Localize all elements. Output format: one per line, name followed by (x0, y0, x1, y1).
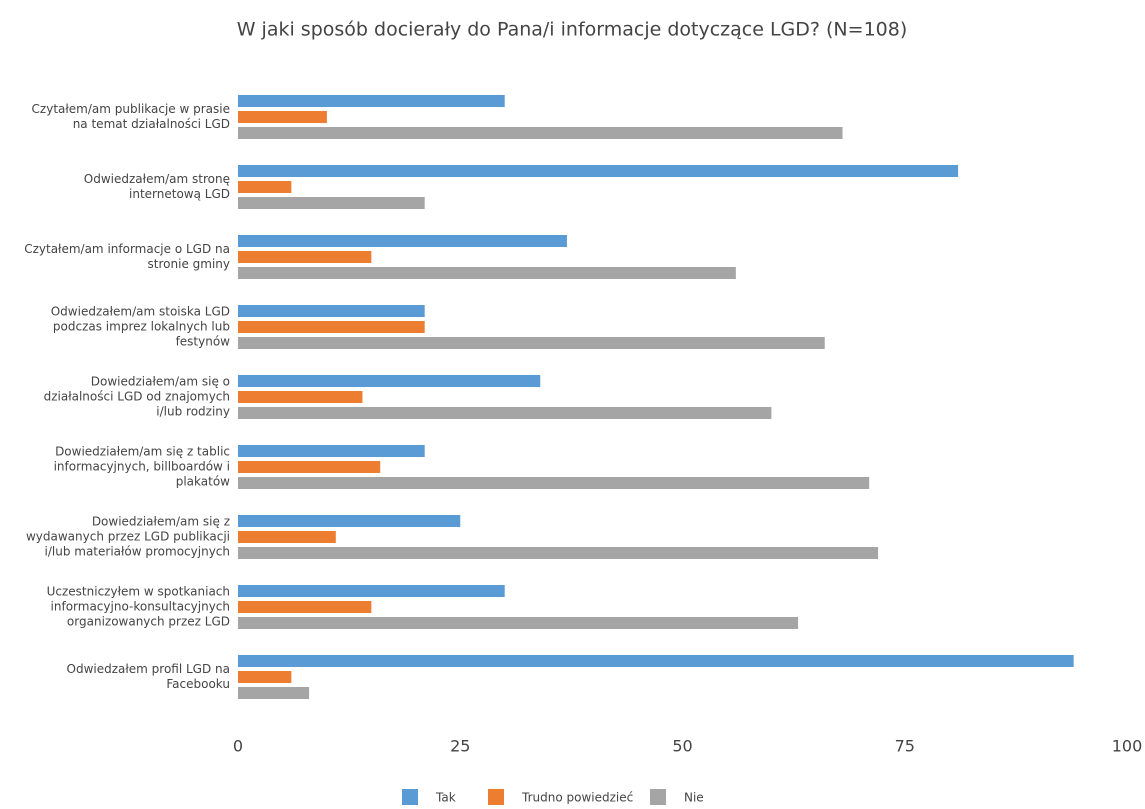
y-tick-label: Dowiedziałem/am się o (91, 375, 230, 389)
bar (238, 477, 870, 489)
y-tick-label: działalności LGD od znajomych (44, 390, 230, 404)
y-tick-label: organizowanych przez LGD (67, 615, 230, 629)
y-tick-label: i/lub rodziny (156, 405, 230, 419)
legend-label: Tak (435, 791, 456, 805)
bar (238, 127, 843, 139)
y-tick-label: Odwiedzałem/am stronę (84, 172, 230, 186)
bar (238, 445, 425, 457)
bar (238, 235, 567, 247)
bar (238, 391, 363, 403)
bar (238, 165, 959, 177)
bar (238, 687, 310, 699)
chart-title: W jaki sposób docierały do Pana/i inform… (237, 19, 908, 41)
y-tick-label: Czytałem/am publikacje w prasie (32, 102, 230, 116)
legend-label: Trudno powiedzieć (521, 791, 633, 805)
y-tick-label: internetową LGD (129, 187, 230, 201)
y-tick-label: Dowiedziałem/am się z (92, 515, 230, 529)
bar (238, 655, 1074, 667)
bar (238, 515, 461, 527)
y-tick-label: podczas imprez lokalnych lub (53, 320, 230, 334)
bar (238, 337, 825, 349)
y-tick-label: i/lub materiałów promocyjnych (45, 545, 230, 559)
x-tick-label: 0 (233, 737, 243, 756)
bar (238, 461, 381, 473)
bar (238, 601, 372, 613)
legend-swatch (402, 789, 418, 805)
y-tick-label: na temat działalności LGD (73, 117, 230, 131)
bar (238, 585, 505, 597)
y-tick-label: wydawanych przez LGD publikacji (26, 530, 230, 544)
legend-swatch (488, 789, 504, 805)
y-tick-label: informacyjnych, billboardów i (54, 460, 230, 474)
bar (238, 617, 799, 629)
bar (238, 197, 425, 209)
bar (238, 181, 292, 193)
y-tick-label: Facebooku (166, 677, 230, 691)
y-tick-label: Czytałem/am informacje o LGD na (24, 242, 230, 256)
x-tick-label: 50 (672, 737, 692, 756)
bar (238, 305, 425, 317)
legend-label: Nie (684, 791, 704, 805)
bar (238, 547, 879, 559)
bar (238, 267, 736, 279)
y-tick-label: Odwiedzałem/am stoiska LGD (51, 305, 230, 319)
bar (238, 407, 772, 419)
y-tick-label: Dowiedziałem/am się z tablic (55, 445, 230, 459)
bar (238, 95, 505, 107)
y-tick-label: Uczestniczyłem w spotkaniach (47, 585, 230, 599)
x-tick-label: 100 (1112, 737, 1143, 756)
y-tick-label: informacyjno-konsultacyjnych (51, 600, 230, 614)
bar (238, 375, 541, 387)
y-tick-label: Odwiedzałem profil LGD na (67, 662, 231, 676)
y-tick-label: plakatów (176, 475, 230, 489)
bar (238, 321, 425, 333)
y-tick-label: stronie gminy (148, 257, 230, 271)
legend-swatch (650, 789, 666, 805)
x-tick-label: 75 (895, 737, 915, 756)
bar (238, 111, 327, 123)
y-tick-label: festynów (176, 335, 231, 349)
bar (238, 671, 292, 683)
x-tick-label: 25 (450, 737, 470, 756)
bar (238, 531, 336, 543)
bar (238, 251, 372, 263)
